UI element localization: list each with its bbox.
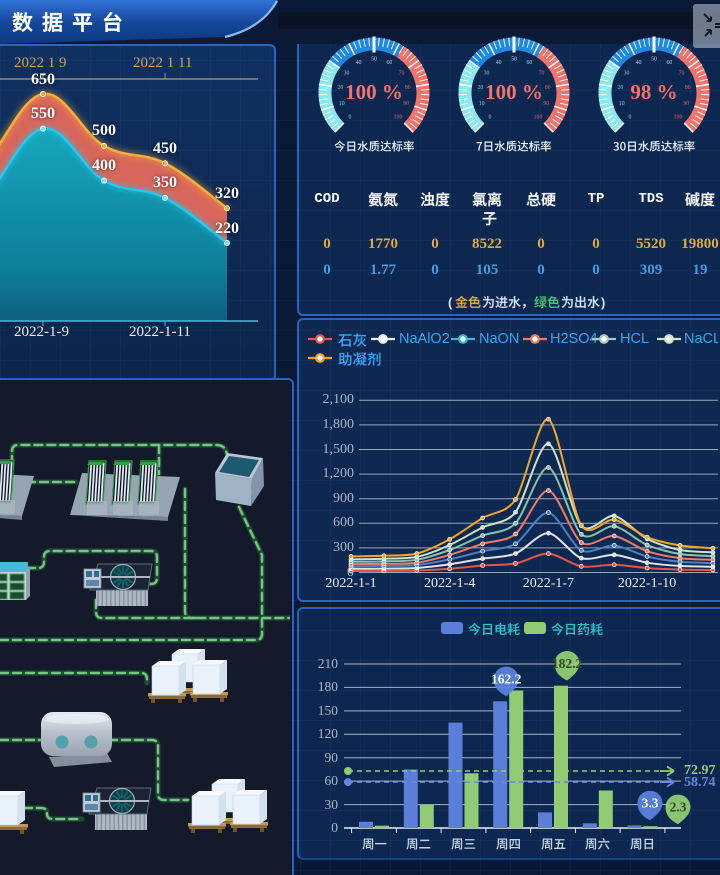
svg-text:90: 90 xyxy=(403,101,409,107)
svg-text:80: 80 xyxy=(545,85,551,91)
svg-text:182.2: 182.2 xyxy=(552,656,583,671)
svg-text:2.3: 2.3 xyxy=(670,800,687,815)
svg-text:60: 60 xyxy=(387,60,393,66)
svg-text:100: 100 xyxy=(534,114,543,120)
svg-text:10: 10 xyxy=(339,101,345,107)
svg-text:60: 60 xyxy=(667,60,673,66)
svg-text:80: 80 xyxy=(685,85,691,91)
svg-text:40: 40 xyxy=(356,60,362,66)
svg-text:50: 50 xyxy=(511,56,517,62)
svg-text:90: 90 xyxy=(683,101,689,107)
svg-text:0: 0 xyxy=(349,114,352,120)
svg-text:20: 20 xyxy=(618,85,624,91)
svg-text:50: 50 xyxy=(651,56,657,62)
svg-text:20: 20 xyxy=(478,85,484,91)
svg-text:30: 30 xyxy=(624,70,630,76)
svg-text:90: 90 xyxy=(543,101,549,107)
svg-text:20: 20 xyxy=(338,85,344,91)
svg-text:60: 60 xyxy=(527,60,533,66)
svg-text:10: 10 xyxy=(479,101,485,107)
svg-text:80: 80 xyxy=(405,85,411,91)
svg-text:30: 30 xyxy=(344,70,350,76)
svg-text:3.3: 3.3 xyxy=(642,796,659,811)
svg-text:50: 50 xyxy=(371,56,377,62)
svg-text:30: 30 xyxy=(484,70,490,76)
svg-text:162.2: 162.2 xyxy=(491,672,522,687)
svg-text:10: 10 xyxy=(619,101,625,107)
svg-text:100: 100 xyxy=(394,114,403,120)
svg-text:70: 70 xyxy=(679,70,685,76)
svg-text:40: 40 xyxy=(636,60,642,66)
svg-text:70: 70 xyxy=(399,70,405,76)
svg-text:70: 70 xyxy=(539,70,545,76)
svg-text:100: 100 xyxy=(674,114,683,120)
svg-text:0: 0 xyxy=(629,114,632,120)
svg-text:40: 40 xyxy=(496,60,502,66)
svg-text:0: 0 xyxy=(489,114,492,120)
